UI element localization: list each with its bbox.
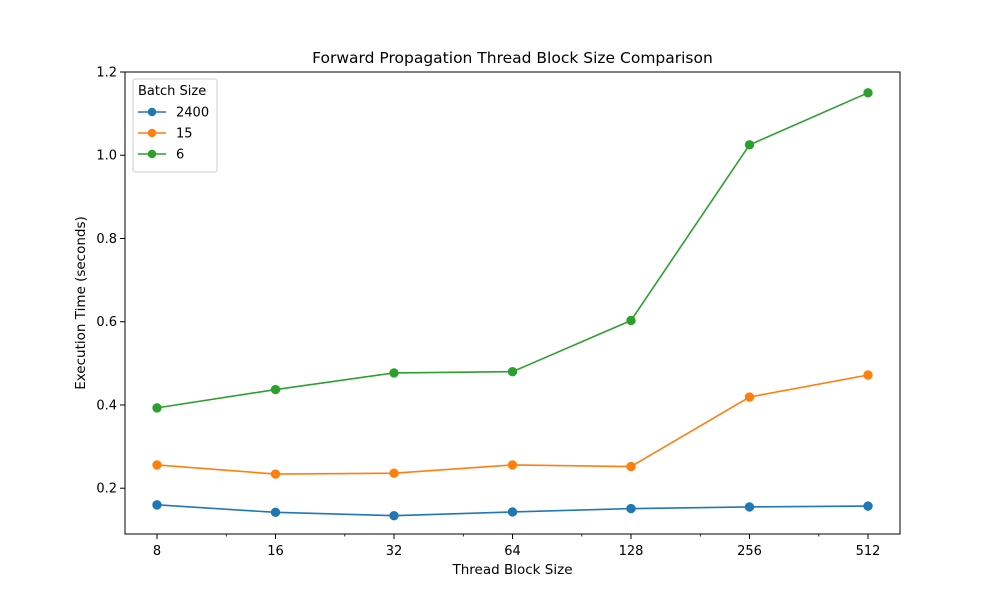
- data-point-15-8: [152, 460, 162, 470]
- y-tick-label-1.0: 1.0: [96, 149, 117, 164]
- legend-label-15: 15: [176, 127, 193, 142]
- data-point-6-128: [626, 315, 636, 326]
- data-point-6-512: [863, 88, 873, 98]
- x-tick-label-8: 8: [153, 544, 161, 559]
- data-point-2400-64: [507, 507, 518, 517]
- x-tick-label-16: 16: [267, 544, 284, 559]
- data-point-2400-16: [270, 507, 281, 518]
- x-tick-label-512: 512: [856, 544, 881, 559]
- data-point-6-32: [389, 368, 399, 378]
- x-axis-label: Thread Block Size: [451, 562, 572, 578]
- data-point-2400-128: [626, 503, 636, 514]
- data-point-2400-256: [744, 502, 755, 512]
- legend-marker-2400: [147, 107, 157, 117]
- y-tick-label-0.4: 0.4: [96, 398, 117, 413]
- data-point-15-64: [507, 460, 518, 470]
- y-tick-label-0.6: 0.6: [96, 315, 117, 330]
- data-point-15-16: [270, 469, 281, 479]
- data-point-15-128: [626, 461, 636, 472]
- legend-label-2400: 2400: [176, 106, 209, 121]
- plot-area: 8 16 32 64 128 256 512 0.2 0.4 0.6 0.8 1.0 1.2: [96, 66, 901, 559]
- y-tick-label-1.2: 1.2: [96, 66, 117, 81]
- data-point-15-32: [389, 468, 399, 478]
- y-tick-label-0.2: 0.2: [96, 482, 117, 497]
- x-tick-label-32: 32: [386, 544, 403, 559]
- data-point-2400-8: [152, 500, 162, 510]
- series-line-6: [156, 92, 869, 409]
- data-point-6-256: [744, 140, 755, 150]
- legend-marker-6: [147, 149, 157, 159]
- chart-title: Forward Propagation Thread Block Size Co…: [312, 49, 713, 67]
- y-axis-label: Execution Time (seconds): [73, 216, 89, 390]
- x-tick-label-64: 64: [504, 544, 521, 559]
- data-point-6-64: [507, 366, 518, 377]
- legend-box: [132, 78, 218, 173]
- data-point-15-512: [863, 370, 873, 380]
- data-point-2400-32: [389, 510, 399, 521]
- data-point-15-256: [744, 392, 755, 402]
- legend-label-6: 6: [176, 148, 184, 163]
- data-point-2400-512: [863, 501, 873, 511]
- legend: Batch Size 2400 15 6: [132, 78, 218, 173]
- data-point-6-8: [152, 403, 162, 413]
- series-line-15: [156, 374, 869, 475]
- x-tick-label-256: 256: [737, 544, 762, 559]
- x-tick-label-128: 128: [619, 544, 644, 559]
- legend-marker-15: [147, 128, 157, 138]
- y-tick-label-0.8: 0.8: [96, 232, 117, 247]
- data-point-6-16: [270, 384, 281, 395]
- legend-title: Batch Size: [138, 84, 206, 99]
